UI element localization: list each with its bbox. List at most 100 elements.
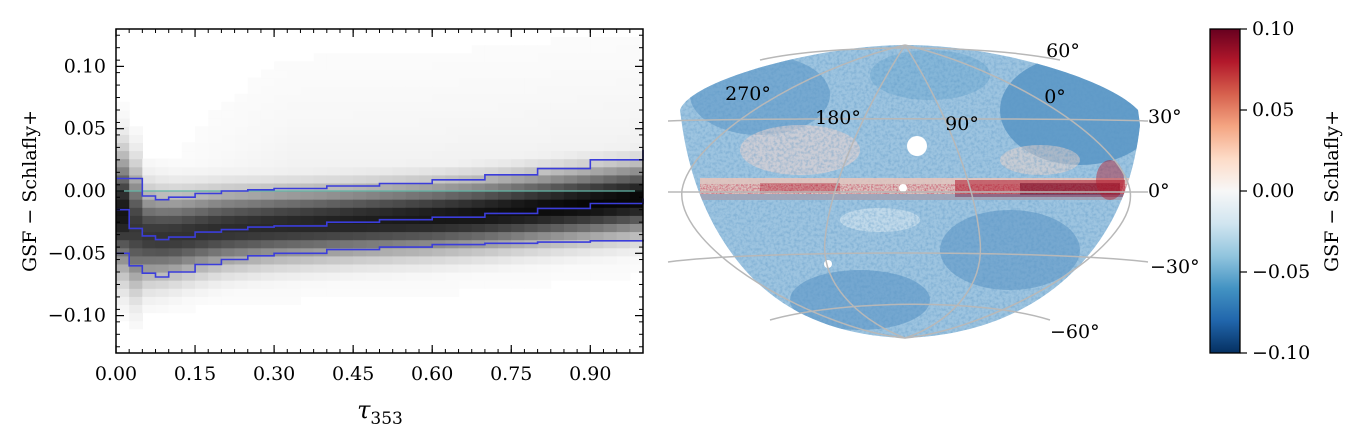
density-cell — [563, 85, 578, 95]
density-cell — [537, 215, 552, 224]
density-cell — [511, 85, 526, 95]
density-cell — [616, 191, 631, 200]
density-cell — [432, 69, 446, 79]
density-cell — [432, 101, 446, 111]
density-cell — [313, 158, 328, 168]
density-cell — [300, 231, 315, 241]
density-cell — [247, 272, 262, 281]
density-cell — [537, 174, 552, 184]
density-cell — [326, 53, 341, 62]
density-cell — [300, 199, 315, 208]
density-cell — [484, 45, 499, 54]
density-cell — [511, 77, 526, 87]
density-cell — [445, 288, 460, 297]
density-cell — [247, 166, 262, 176]
density-cell — [590, 126, 605, 135]
density-cell — [419, 85, 433, 95]
density-cell — [577, 263, 591, 273]
density-cell — [234, 134, 249, 143]
density-cell — [550, 191, 565, 200]
density-cell — [511, 110, 526, 119]
density-cell — [616, 207, 631, 216]
density-cell — [195, 239, 209, 249]
density-cell — [339, 288, 354, 297]
density-cell — [445, 158, 460, 168]
y-axis-label: GSF − Schlafly+ — [19, 110, 41, 272]
density-cell — [195, 288, 209, 297]
density-cell — [511, 53, 526, 62]
density-cell — [603, 142, 618, 152]
latitude-label-0: 0° — [1148, 180, 1170, 202]
density-cell — [458, 53, 473, 62]
density-cell — [392, 207, 407, 216]
density-cell — [445, 142, 460, 152]
density-cell — [577, 255, 591, 265]
density-cell — [142, 280, 157, 289]
density-cell — [471, 93, 486, 103]
density-cell — [432, 223, 446, 233]
density-cell — [379, 199, 394, 208]
density-cell — [274, 272, 288, 281]
density-cell — [366, 231, 381, 241]
density-cell — [129, 182, 143, 192]
density-cell — [432, 215, 446, 224]
density-cell — [287, 296, 302, 305]
density-cell — [419, 61, 433, 71]
density-cell — [524, 85, 539, 95]
density-cell — [471, 45, 486, 54]
density-cell — [129, 207, 143, 216]
density-cell — [432, 263, 446, 273]
density-cell — [537, 69, 552, 79]
density-cell — [392, 118, 407, 127]
density-cell — [550, 142, 565, 152]
density-cell — [484, 215, 499, 224]
density-cell — [511, 280, 526, 289]
density-cell — [339, 207, 354, 216]
density-cell — [366, 158, 381, 168]
density-cell — [181, 272, 196, 281]
density-cell — [524, 280, 539, 289]
density-cell — [129, 255, 143, 265]
density-cell — [392, 150, 407, 160]
density-cell — [498, 93, 512, 103]
density-cell — [155, 182, 170, 192]
density-cell — [458, 118, 473, 127]
density-cell — [432, 93, 446, 103]
density-cell — [537, 150, 552, 160]
density-cell — [616, 69, 631, 79]
density-cell — [366, 223, 381, 233]
density-cell — [260, 118, 275, 127]
density-cell — [629, 85, 643, 95]
density-cell — [405, 101, 420, 111]
density-cell — [287, 110, 302, 119]
sky-map-panel: 270° 180° 90° 0° 60° 30° 0° −30° −60° 0.… — [667, 18, 1343, 364]
density-cell — [339, 263, 354, 273]
density-cell — [168, 239, 183, 249]
density-cell — [221, 215, 236, 224]
density-cell — [603, 239, 618, 249]
density-cell — [524, 61, 539, 71]
density-cell — [247, 239, 262, 249]
density-cell — [260, 288, 275, 297]
density-cell — [432, 150, 446, 160]
density-cell — [208, 182, 222, 192]
density-cell — [577, 126, 591, 135]
density-cell — [379, 158, 394, 168]
density-cell — [168, 199, 183, 208]
density-cell — [208, 272, 222, 281]
density-cell — [155, 215, 170, 224]
density-cell — [379, 126, 394, 135]
density-cell — [445, 85, 460, 95]
density-cell — [511, 199, 526, 208]
density-cell — [155, 296, 170, 305]
density-cell — [260, 166, 275, 176]
density-cell — [524, 263, 539, 273]
density-cell — [247, 110, 262, 119]
density-cell — [432, 207, 446, 216]
density-cell — [287, 239, 302, 249]
density-cell — [577, 118, 591, 127]
density-cell — [234, 288, 249, 297]
density-cell — [550, 126, 565, 135]
density-cell — [405, 247, 420, 257]
density-cell — [419, 182, 433, 192]
